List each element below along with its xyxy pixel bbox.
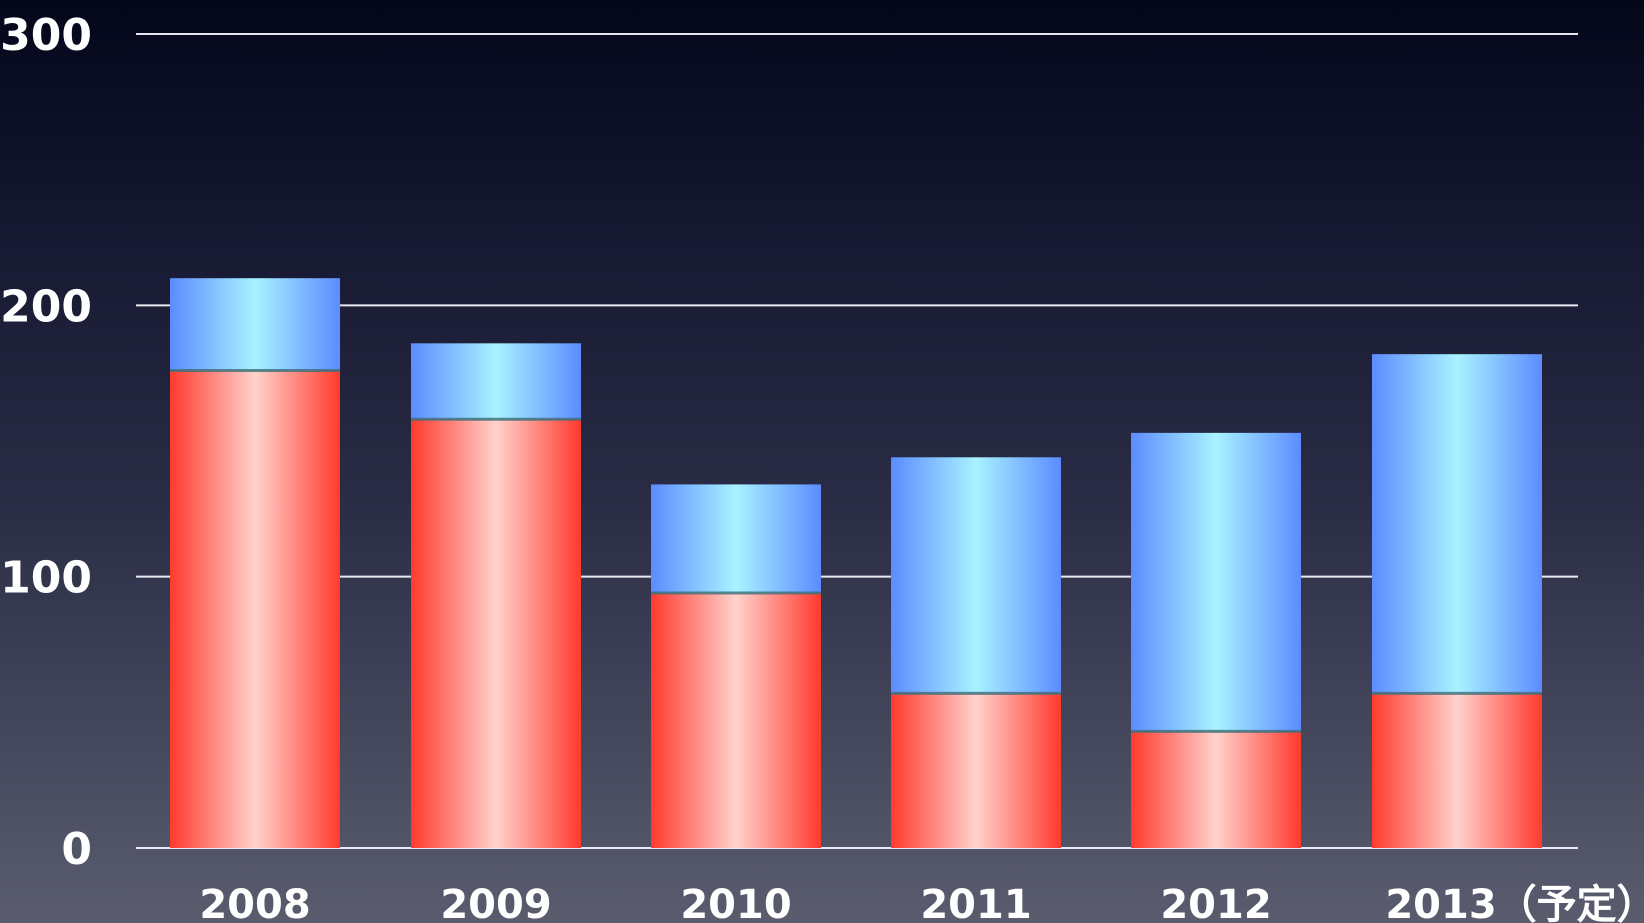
bar-2010-series-1 xyxy=(651,484,821,593)
y-tick-label-0: 0 xyxy=(61,824,92,875)
bar-2011-series-0 xyxy=(891,693,1061,848)
bar-2013（予定）-series-0 xyxy=(1372,693,1542,848)
x-category-label: 2012 xyxy=(1160,882,1271,923)
bar-2009-series-0 xyxy=(411,419,581,848)
gridlines xyxy=(136,33,1578,849)
bar-2008-series-1 xyxy=(170,278,340,371)
y-tick-label-300: 300 xyxy=(0,10,92,61)
x-category-label: 2008 xyxy=(199,882,310,923)
bar-2008-series-0 xyxy=(170,370,340,848)
x-category-label: 2013（予定） xyxy=(1385,882,1644,923)
bar-2009-series-1 xyxy=(411,343,581,420)
y-tick-label-200: 200 xyxy=(0,281,92,332)
bar-2010-series-0 xyxy=(651,592,821,848)
bar-2011-series-1 xyxy=(891,457,1061,694)
x-category-label: 2011 xyxy=(920,882,1031,923)
bar-2012-series-0 xyxy=(1131,731,1301,848)
bar-2012-series-1 xyxy=(1131,432,1301,732)
y-tick-label-100: 100 xyxy=(0,553,92,604)
x-category-label: 2010 xyxy=(680,882,791,923)
bar-2013（予定）-series-1 xyxy=(1372,354,1542,694)
bars xyxy=(170,278,1542,848)
axis-labels: 0 100 200 300 2008 2009 2010 2011 2012 2013（予定） xyxy=(0,10,1644,923)
x-category-label: 2009 xyxy=(440,882,551,923)
